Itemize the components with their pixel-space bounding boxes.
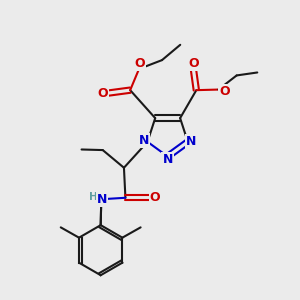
Text: O: O: [150, 191, 160, 204]
Text: N: N: [97, 193, 107, 206]
Text: O: O: [188, 57, 199, 70]
Text: O: O: [98, 87, 108, 100]
Text: N: N: [139, 134, 149, 147]
Text: O: O: [134, 57, 145, 70]
Text: O: O: [219, 85, 230, 98]
Text: N: N: [186, 135, 197, 148]
Text: H: H: [89, 192, 98, 202]
Text: N: N: [163, 153, 173, 166]
